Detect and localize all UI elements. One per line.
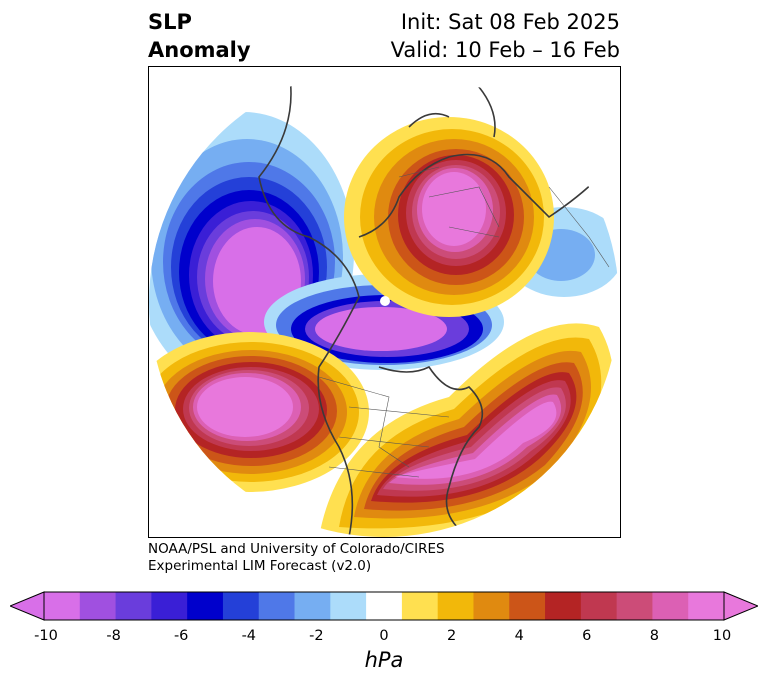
colorbar-tick-label: 2 <box>446 628 457 644</box>
colorbar-swatch <box>44 592 81 620</box>
colorbar-extend-high <box>723 591 758 621</box>
credit-block: NOAA/PSL and University of Colorado/CIRE… <box>148 541 445 575</box>
colorbar-extend-low <box>10 591 45 621</box>
valid-range: Valid: 10 Feb – 16 Feb <box>390 38 620 62</box>
credit-line-1: NOAA/PSL and University of Colorado/CIRE… <box>148 541 445 557</box>
map-title: SLP Anomaly <box>148 8 251 64</box>
colorbar-tick-label: 8 <box>649 628 659 644</box>
colorbar-swatch <box>688 592 725 620</box>
colorbar-tick-label: -4 <box>241 628 257 644</box>
colorbar-swatch <box>79 592 117 620</box>
high-center-pacific <box>149 332 369 492</box>
colorbar-swatch <box>545 592 582 620</box>
colorbar-swatch <box>151 592 188 620</box>
colorbar-swatch <box>115 592 152 620</box>
colorbar-swatch <box>401 592 439 620</box>
colorbar-swatch <box>187 592 224 620</box>
colorbar-swatch <box>258 592 296 620</box>
colorbar-swatch <box>616 592 653 620</box>
map-svg <box>149 67 619 537</box>
colorbar-swatch <box>652 592 689 620</box>
pole-marker <box>380 296 390 306</box>
borders <box>318 166 610 478</box>
anomaly-map <box>148 66 621 538</box>
credit-line-2: Experimental LIM Forecast (v2.0) <box>148 558 372 574</box>
title-line-1: SLP <box>148 10 192 34</box>
colorbar-frame <box>43 591 725 621</box>
colorbar-swatch <box>580 592 618 620</box>
colorbar-tick-label: 0 <box>379 628 389 644</box>
colorbar-tick-label: 4 <box>514 628 524 644</box>
colorbar-swatch <box>509 592 546 620</box>
date-block: Init: Sat 08 Feb 2025 Valid: 10 Feb – 16… <box>391 8 620 64</box>
colorbar-swatch <box>473 592 510 620</box>
title-line-2: Anomaly <box>148 38 251 62</box>
high-center-north <box>344 117 554 317</box>
colorbar-tick-label: -8 <box>106 628 121 644</box>
colorbar-tick-label: -2 <box>309 628 324 644</box>
colorbar-swatch <box>366 592 403 620</box>
colorbar-tick-label: -6 <box>173 628 189 644</box>
colorbar-unit-label: hPa <box>364 648 404 672</box>
colorbar-swatch <box>330 592 367 620</box>
init-date: Init: Sat 08 Feb 2025 <box>400 10 620 34</box>
colorbar-swatch <box>437 592 474 620</box>
colorbar-tick-label: 6 <box>582 628 592 644</box>
colorbar-swatch <box>222 592 260 620</box>
colorbar <box>10 591 758 621</box>
anomaly-fill <box>149 67 619 537</box>
colorbar-swatch <box>294 592 331 620</box>
colorbar-tick-label: -10 <box>34 628 58 644</box>
colorbar-tick-label: 10 <box>712 628 732 644</box>
